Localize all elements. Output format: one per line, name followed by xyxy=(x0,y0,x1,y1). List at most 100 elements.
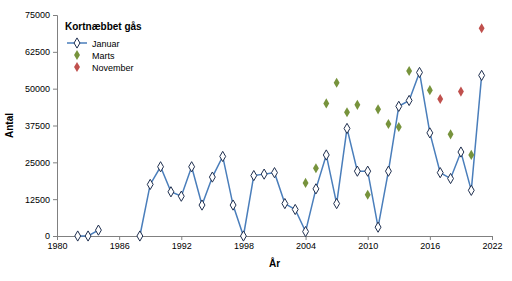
x-tick-label: 2016 xyxy=(420,241,440,251)
y-tick-label: 25000 xyxy=(25,158,50,168)
y-axis: 0 12500 25000 37500 50000 62500 75000 xyxy=(25,10,58,241)
point xyxy=(334,78,340,88)
point xyxy=(479,70,485,80)
point xyxy=(427,85,433,95)
y-tick-mark xyxy=(53,199,57,200)
point xyxy=(354,166,360,176)
x-tick: 2010 xyxy=(358,236,378,251)
point xyxy=(396,101,402,111)
y-tick: 50000 xyxy=(25,84,57,94)
x-tick: 1980 xyxy=(47,236,67,251)
point xyxy=(85,231,91,241)
x-tick: 2016 xyxy=(420,236,440,251)
point xyxy=(375,222,381,232)
x-tick: 2004 xyxy=(296,236,316,251)
point xyxy=(334,198,340,208)
point xyxy=(261,169,267,179)
x-tick-mark xyxy=(492,236,493,240)
x-tick-mark xyxy=(181,236,182,240)
legend: Kortnæbbet gås Januar Marts November xyxy=(65,21,142,73)
point xyxy=(437,168,443,178)
point xyxy=(458,87,464,97)
point xyxy=(375,104,381,114)
point xyxy=(365,190,371,200)
x-tick-mark xyxy=(119,236,120,240)
chart: 0 12500 25000 37500 50000 62500 75000 1980 1986 1… xyxy=(0,0,512,281)
point xyxy=(385,119,391,129)
point xyxy=(448,173,454,183)
point xyxy=(251,170,257,180)
x-tick-mark xyxy=(368,236,369,240)
point xyxy=(178,191,184,201)
point xyxy=(240,231,246,241)
y-tick-label: 75000 xyxy=(25,10,50,20)
legend-title: Kortnæbbet gås xyxy=(65,21,142,32)
y-tick: 37500 xyxy=(25,121,57,131)
point xyxy=(282,198,288,208)
x-tick-label: 1992 xyxy=(172,241,192,251)
x-tick-label: 2022 xyxy=(482,241,502,251)
y-tick: 62500 xyxy=(25,47,57,57)
point xyxy=(75,231,81,241)
point xyxy=(199,200,205,210)
y-tick-mark xyxy=(53,15,57,16)
y-tick-mark xyxy=(53,52,57,53)
point xyxy=(448,129,454,139)
point xyxy=(417,67,423,77)
y-tick-mark xyxy=(53,162,57,163)
point xyxy=(396,122,402,132)
y-tick-label: 50000 xyxy=(25,84,50,94)
point xyxy=(147,179,153,189)
x-axis: 19801986199219982004201020162022 xyxy=(47,236,502,251)
point xyxy=(468,150,474,160)
point xyxy=(313,184,319,194)
point xyxy=(230,200,236,210)
y-tick: 0 xyxy=(45,231,57,241)
x-tick-label: 2004 xyxy=(296,241,316,251)
point xyxy=(406,66,412,76)
point xyxy=(479,23,485,33)
y-axis-line xyxy=(53,16,58,237)
point xyxy=(344,123,350,133)
x-tick: 1992 xyxy=(172,236,192,251)
point xyxy=(365,166,371,176)
point xyxy=(406,95,412,105)
x-tick: 1986 xyxy=(110,236,130,251)
y-tick: 75000 xyxy=(25,10,57,20)
point xyxy=(344,107,350,117)
line xyxy=(78,72,482,236)
legend-entry: Marts xyxy=(74,50,115,61)
y-tick-label: 62500 xyxy=(25,47,50,57)
point xyxy=(189,162,195,172)
x-tick: 2022 xyxy=(482,236,502,251)
point xyxy=(95,225,101,235)
legend-label: Januar xyxy=(92,39,120,49)
legend-marker xyxy=(74,38,80,48)
point xyxy=(209,172,215,182)
legend-marker xyxy=(74,62,80,72)
y-tick-label: 37500 xyxy=(25,121,50,131)
y-tick-label: 0 xyxy=(45,231,50,241)
x-tick-label: 1986 xyxy=(110,241,130,251)
point xyxy=(303,178,309,188)
point xyxy=(313,163,319,173)
x-tick-mark xyxy=(430,236,431,240)
legend-label: November xyxy=(92,63,134,73)
legend-marker xyxy=(74,50,80,60)
y-tick: 12500 xyxy=(25,195,57,205)
y-tick-mark xyxy=(53,89,57,90)
point xyxy=(468,185,474,195)
marks xyxy=(75,23,485,241)
point xyxy=(437,94,443,104)
point xyxy=(323,150,329,160)
legend-label: Marts xyxy=(92,51,115,61)
point xyxy=(385,166,391,176)
point xyxy=(168,187,174,197)
plot: 0 12500 25000 37500 50000 62500 75000 1980 1986 1… xyxy=(25,10,503,251)
point xyxy=(292,204,298,214)
point xyxy=(303,226,309,236)
x-axis-line xyxy=(58,237,493,241)
y-axis-title: Antal xyxy=(4,113,15,138)
point xyxy=(272,168,278,178)
point xyxy=(354,100,360,110)
